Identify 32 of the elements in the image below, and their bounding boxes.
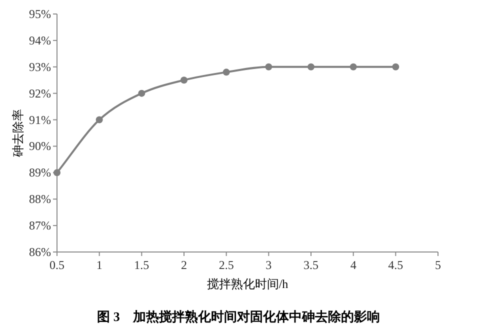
point	[350, 63, 357, 70]
x-tick-label: 5	[435, 258, 441, 272]
point	[96, 116, 103, 124]
x-tick-label: 0.5	[50, 258, 64, 272]
point	[180, 76, 188, 84]
point	[392, 63, 400, 70]
text: 图 3 加热搅拌熟化时间对固化体中砷去除的影响	[97, 309, 380, 324]
x-tick-label: 3.5	[304, 258, 318, 272]
y-tick-label: 93%	[29, 60, 51, 74]
point	[222, 68, 230, 76]
y-tick-label: 91%	[29, 112, 51, 127]
x-tick-label: 2	[181, 258, 187, 272]
x-tick-label: 4.5	[388, 258, 404, 272]
y-tick-label: 94%	[29, 33, 51, 48]
y-tick-label: 87%	[29, 218, 51, 233]
point	[138, 90, 146, 97]
y-tick-label: 92%	[29, 86, 51, 100]
y-tick-label: 88%	[29, 192, 51, 206]
x-tick-label: 1.5	[134, 258, 150, 272]
x-tick-label: 1	[96, 258, 102, 272]
point	[308, 63, 314, 70]
y-tick-label: 90%	[29, 139, 51, 154]
point	[265, 63, 272, 70]
x-tick-label: 3	[266, 258, 272, 272]
y-tick-label: 89%	[29, 166, 51, 180]
point	[54, 169, 60, 176]
y-axis-title: 砷去除率	[11, 109, 25, 158]
y-tick-label: 86%	[29, 245, 51, 259]
x-tick-label: 2.5	[218, 258, 234, 272]
x-tick-label: 4	[350, 258, 356, 272]
y-tick-label: 95%	[29, 7, 51, 21]
x-axis-title: 搅拌熟化时间/h	[206, 277, 288, 291]
